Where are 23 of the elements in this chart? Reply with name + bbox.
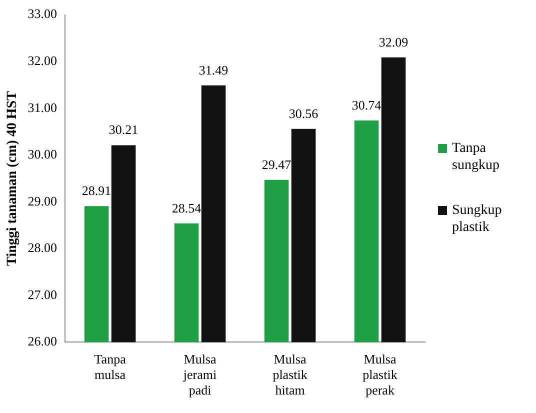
data-label: 28.91 <box>82 183 112 198</box>
y-axis-title: Tinggi tanaman (cm) 40 HST <box>5 90 20 266</box>
data-label: 30.74 <box>352 97 382 112</box>
y-tick-label: 30.00 <box>28 146 58 162</box>
data-label: 29.47 <box>262 156 292 172</box>
y-tick-label: 32.00 <box>28 52 58 68</box>
legend-label: Tanpa sungkup <box>452 140 500 174</box>
x-tick-label: Mulsa plastik perak <box>362 351 398 398</box>
x-tick-label: Mulsa jerami padi <box>182 351 218 398</box>
x-tick-label: Mulsa plastik hitam <box>272 351 308 398</box>
data-label: 30.56 <box>288 106 319 121</box>
y-tick-label: 31.00 <box>28 100 58 115</box>
y-tick-label: 27.00 <box>28 286 58 302</box>
data-label: 32.09 <box>378 34 408 50</box>
data-label: 30.21 <box>108 122 138 138</box>
data-label: 28.54 <box>172 200 202 216</box>
y-tick-label: 26.00 <box>28 334 58 349</box>
y-tick-label: 33.00 <box>28 6 58 22</box>
x-tick-label: Tanpa mulsa <box>94 351 126 382</box>
y-tick-label: 29.00 <box>28 193 58 208</box>
y-tick-label: 28.00 <box>28 240 58 256</box>
legend-label: Sungkup plastik <box>452 202 503 236</box>
data-label: 31.49 <box>198 62 228 78</box>
